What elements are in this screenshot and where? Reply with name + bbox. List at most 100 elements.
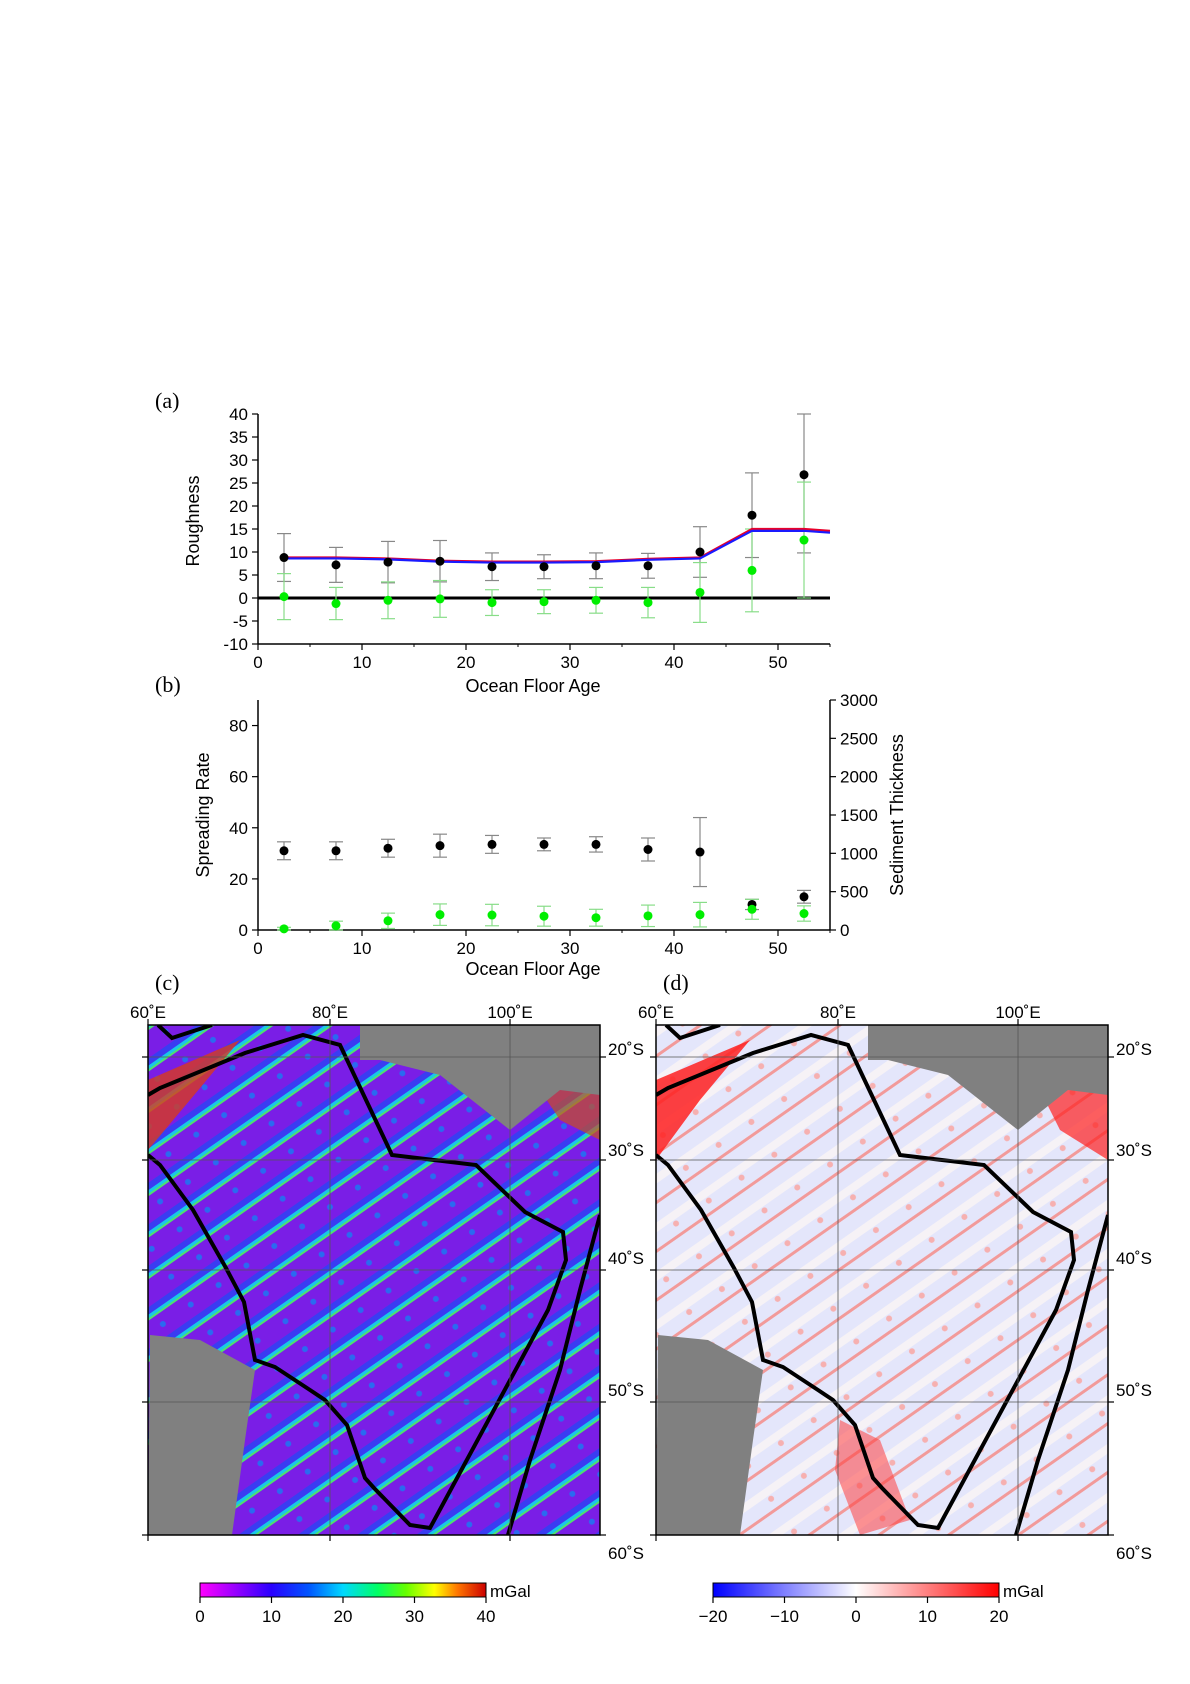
y-tick-label: -10 xyxy=(223,635,248,654)
x-tick-label: 40 xyxy=(665,939,684,958)
lat-label: 50˚S xyxy=(608,1381,644,1400)
lon-label: 80˚E xyxy=(820,1003,856,1022)
data-point xyxy=(799,470,809,480)
map-c: 60˚E 80˚E 100˚E xyxy=(130,1003,606,1541)
plate-boundary xyxy=(156,1025,213,1041)
plate-boundary xyxy=(656,1032,1077,1531)
data-point xyxy=(695,910,705,920)
data-point xyxy=(279,924,289,934)
colorbar-tick-label: 0 xyxy=(195,1607,204,1626)
data-point xyxy=(435,594,445,604)
y-tick-label: 15 xyxy=(229,520,248,539)
data-point xyxy=(695,847,705,857)
data-point xyxy=(435,556,445,566)
colorbar-tick-label: 20 xyxy=(334,1607,353,1626)
colorbar-tick-label: 0 xyxy=(851,1607,860,1626)
data-point xyxy=(383,843,393,853)
land-mask xyxy=(868,1025,903,1060)
data-point xyxy=(279,846,289,856)
data-point xyxy=(643,911,653,921)
map-d: 60˚E 80˚E 100˚E 20˚S 30˚S 40˚S 50˚S 60˚S xyxy=(638,1003,1152,1563)
y2-tick-label: 0 xyxy=(840,921,849,940)
map-c-frame xyxy=(147,1024,601,1536)
lon-label: 80˚E xyxy=(312,1003,348,1022)
data-point xyxy=(591,839,601,849)
colorbar-d-gradient xyxy=(712,1582,1000,1598)
data-point xyxy=(487,839,497,849)
x-tick-label: 0 xyxy=(253,939,262,958)
land-mask xyxy=(380,1025,600,1130)
y-tick-label: 0 xyxy=(239,921,248,940)
y2-tick-label: 1000 xyxy=(840,844,878,863)
chart-a-ylabel: Roughness xyxy=(183,475,203,566)
colorbar-tick-label: −20 xyxy=(699,1607,728,1626)
data-point xyxy=(695,547,705,557)
chart-b-xlabel: Ocean Floor Age xyxy=(465,959,600,979)
y-tick-label: 60 xyxy=(229,768,248,787)
data-point xyxy=(383,557,393,567)
map-d-frame xyxy=(655,1024,1109,1536)
x-tick-label: 20 xyxy=(457,653,476,672)
plate-boundary xyxy=(148,1032,569,1531)
data-point xyxy=(747,904,757,914)
data-point xyxy=(435,910,445,920)
colorbar-d-unit: mGal xyxy=(1003,1582,1044,1601)
y-tick-label: 25 xyxy=(229,474,248,493)
data-point xyxy=(799,892,809,902)
lat-label: 60˚S xyxy=(1116,1544,1152,1563)
y-tick-label: 5 xyxy=(239,566,248,585)
panel-label-c: (c) xyxy=(155,970,179,995)
y2-tick-label: 2500 xyxy=(840,729,878,748)
data-point xyxy=(383,595,393,605)
data-point xyxy=(435,841,445,851)
lon-label: 60˚E xyxy=(638,1003,674,1022)
data-point xyxy=(331,560,341,570)
data-point xyxy=(487,562,497,572)
x-tick-label: 0 xyxy=(253,653,262,672)
colorbar-tick-label: 30 xyxy=(405,1607,424,1626)
data-point xyxy=(799,909,809,919)
colorbar-c-unit: mGal xyxy=(490,1582,531,1601)
data-point xyxy=(799,535,809,545)
y-tick-label: 40 xyxy=(229,405,248,424)
spreading-rate-chart: 0 10 20 30 40 5002040608005001000150020002500… xyxy=(229,691,878,958)
data-point xyxy=(279,553,289,563)
land-mask xyxy=(148,1335,255,1535)
data-point xyxy=(643,561,653,571)
y-tick-label: 0 xyxy=(239,589,248,608)
lat-label: 30˚S xyxy=(1116,1141,1152,1160)
land-mask xyxy=(888,1025,1108,1130)
data-point xyxy=(695,587,705,597)
y2-tick-label: 3000 xyxy=(840,691,878,710)
y2-tick-label: 2000 xyxy=(840,768,878,787)
y-tick-label: 30 xyxy=(229,451,248,470)
model-line xyxy=(284,529,831,564)
lat-label: 40˚S xyxy=(608,1249,644,1268)
x-tick-label: 50 xyxy=(769,653,788,672)
plate-boundary xyxy=(1014,1214,1108,1535)
panel-label-d: (d) xyxy=(663,970,689,995)
high-anomaly-region xyxy=(148,1040,240,1150)
x-tick-label: 20 xyxy=(457,939,476,958)
lat-label: 20˚S xyxy=(608,1040,644,1059)
panel-label-b: (b) xyxy=(155,672,181,697)
lon-label: 100˚E xyxy=(995,1003,1040,1022)
lat-label: 20˚S xyxy=(1116,1040,1152,1059)
lat-label: 40˚S xyxy=(1116,1249,1152,1268)
data-point xyxy=(539,562,549,572)
roughness-chart: 0 10 20 30 40 50 -10 -5 0 5 10 15 20 25 30 35 40 xyxy=(223,405,831,672)
y-tick-label: 20 xyxy=(229,870,248,889)
x-tick-label: 40 xyxy=(665,653,684,672)
data-point xyxy=(539,911,549,921)
panel-label-a: (a) xyxy=(155,388,179,413)
y2-tick-label: 500 xyxy=(840,883,868,902)
colorbar-tick-label: 40 xyxy=(477,1607,496,1626)
data-point xyxy=(487,598,497,608)
data-point xyxy=(539,597,549,607)
colorbar-tick-label: 10 xyxy=(918,1607,937,1626)
data-point xyxy=(643,598,653,608)
colorbar-d: mGal −20 −10 0 10 20 xyxy=(699,1582,1044,1626)
chart-b-y2label: Sediment Thickness xyxy=(887,734,907,896)
data-point xyxy=(487,910,497,920)
